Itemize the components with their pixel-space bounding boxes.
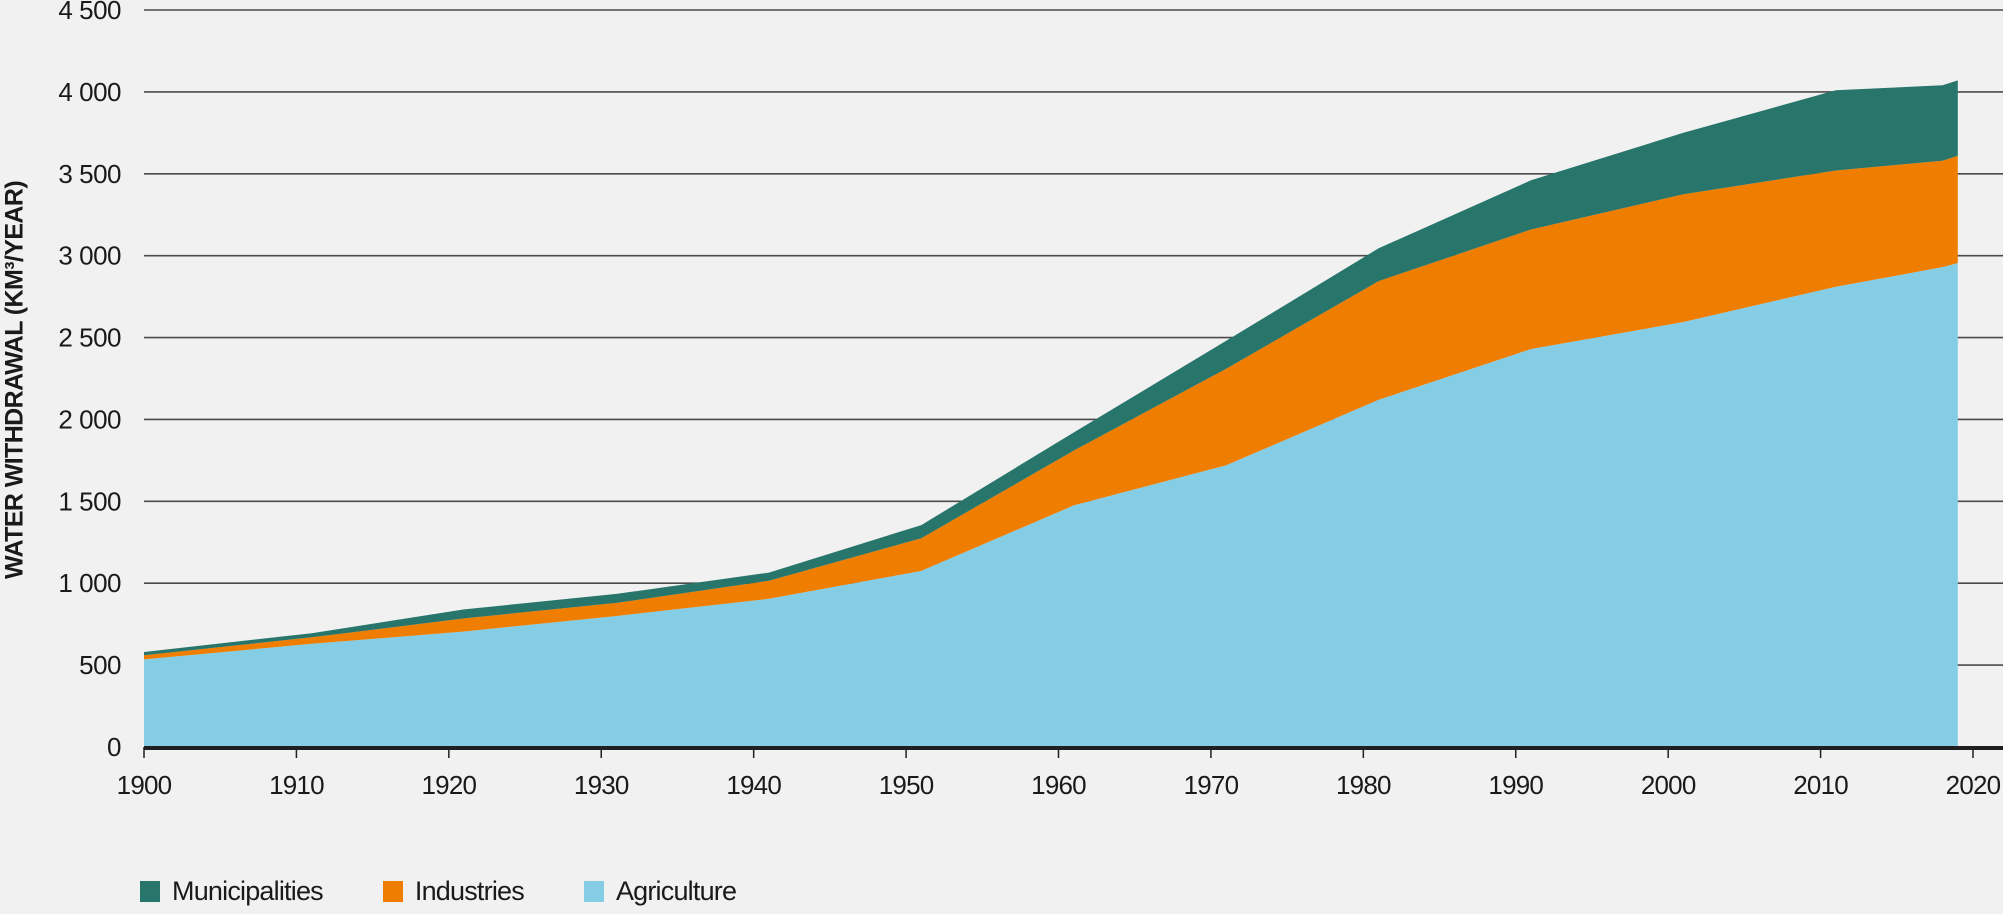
legend-swatch-agriculture — [583, 881, 604, 902]
legend-swatch-industries — [382, 881, 403, 902]
x-tick-label: 1920 — [422, 770, 477, 800]
x-tick-label: 1930 — [574, 770, 629, 800]
x-tick-label: 2010 — [1793, 770, 1848, 800]
x-tick-label: 1940 — [726, 770, 781, 800]
legend-item-agriculture: Agriculture — [583, 876, 737, 907]
y-tick-label: 0 — [107, 732, 121, 762]
y-tick-labels: 0 500 1 000 1 500 2 000 2 500 3 000 3 500 4 000 4… — [58, 0, 121, 762]
gridlines — [144, 9, 2003, 666]
legend-label-agriculture: Agriculture — [615, 876, 737, 906]
x-tick-label: 1980 — [1336, 770, 1391, 800]
legend-item-municipalities: Municipalities — [140, 876, 324, 907]
legend-item-industries: Industries — [382, 876, 525, 907]
x-tick-label: 1950 — [879, 770, 934, 800]
y-tick-label: 1 000 — [58, 568, 121, 598]
y-tick-label: 4 500 — [58, 0, 121, 25]
legend-label-municipalities: Municipalities — [172, 876, 324, 906]
x-tick-label: 1960 — [1031, 770, 1086, 800]
y-tick-label: 3 000 — [58, 241, 121, 271]
y-tick-label: 2 500 — [58, 323, 121, 353]
x-axis — [143, 746, 2003, 758]
x-tick-label: 2020 — [1946, 770, 2001, 800]
area-agriculture — [144, 263, 1958, 747]
y-axis-title: WATER WITHDRAWAL (KM³/YEAR) — [0, 180, 29, 580]
y-tick-label: 2 000 — [58, 404, 121, 434]
area-municipalities — [144, 80, 1958, 656]
x-tick-label: 2000 — [1641, 770, 1696, 800]
x-tick-label: 1990 — [1488, 770, 1543, 800]
y-axis-title-container: WATER WITHDRAWAL (KM³/YEAR) — [0, 160, 30, 600]
x-tick-labels: 1900 1910 1920 1930 1940 1950 1960 1970 1980 1990… — [117, 770, 2002, 800]
area-series — [144, 80, 1958, 747]
x-tick-label: 1970 — [1184, 770, 1239, 800]
legend-swatch-municipalities — [140, 881, 160, 902]
y-tick-label: 3 500 — [58, 159, 121, 189]
y-tick-label: 1 500 — [58, 486, 121, 516]
area-industries — [144, 155, 1958, 660]
x-tick-label: 1900 — [117, 770, 172, 800]
y-tick-label: 500 — [79, 650, 121, 680]
legend-label-industries: Industries — [414, 876, 525, 906]
legend: Municipalities Industries Agriculture — [140, 876, 796, 907]
y-tick-label: 4 000 — [58, 77, 121, 107]
x-tick-label: 1910 — [269, 770, 324, 800]
